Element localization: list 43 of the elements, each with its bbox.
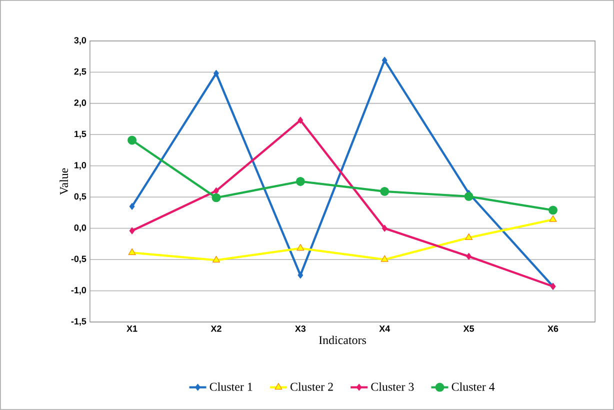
- point: [382, 56, 388, 64]
- x-tick-label: X5: [463, 326, 474, 332]
- point: [128, 248, 136, 255]
- point: [212, 256, 220, 262]
- legend-label: Cluster 1: [210, 382, 252, 391]
- x-tick-label: X1: [126, 326, 138, 332]
- point: [465, 233, 473, 240]
- y-tick-label: -1,5: [71, 318, 86, 326]
- point: [549, 215, 557, 222]
- point: [548, 206, 558, 215]
- x-tick-label: X6: [548, 326, 558, 332]
- point: [298, 116, 304, 124]
- point: [296, 177, 305, 186]
- point: [382, 224, 388, 232]
- y-axis-title: Value: [60, 168, 68, 195]
- y-tick-label: 1,0: [74, 162, 86, 170]
- legend-label: Cluster 2: [290, 382, 333, 391]
- y-tick-label: 0,0: [74, 224, 86, 232]
- point: [129, 227, 135, 234]
- y-tick-label: 0,5: [74, 193, 86, 201]
- point: [214, 187, 219, 194]
- y-tick-label: 3,0: [74, 37, 86, 45]
- point: [380, 255, 388, 262]
- x-axis-title: Indicators: [319, 336, 366, 344]
- point: [129, 202, 135, 210]
- point: [464, 192, 474, 201]
- y-tick-label: 2,5: [74, 68, 86, 76]
- point: [298, 272, 304, 279]
- point: [214, 70, 219, 77]
- legend-label: Cluster 3: [371, 382, 414, 391]
- point: [380, 186, 390, 196]
- point: [128, 136, 137, 145]
- y-tick-label: -1,0: [71, 286, 86, 295]
- legend-label: Cluster 4: [452, 382, 495, 391]
- point: [466, 252, 472, 260]
- y-tick-label: 1,5: [74, 130, 86, 138]
- y-tick-label: 2,0: [74, 100, 86, 108]
- y-tick-label: -0,5: [71, 256, 86, 264]
- x-tick-label: X2: [210, 326, 222, 332]
- point: [296, 244, 304, 251]
- point: [212, 193, 221, 202]
- x-tick-label: X3: [295, 326, 306, 332]
- x-tick-label: X4: [379, 326, 390, 332]
